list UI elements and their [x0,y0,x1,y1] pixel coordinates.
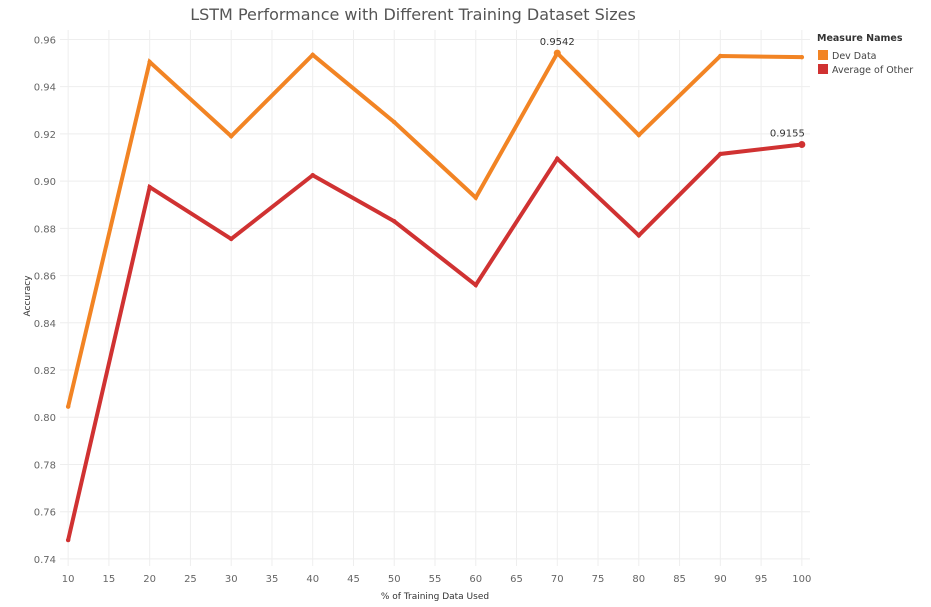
y-tick-label: 0.90 [34,177,56,188]
x-tick-label: 100 [792,574,811,585]
gridlines [60,30,810,566]
data-point [799,54,805,60]
series-lines [65,49,805,543]
y-tick-label: 0.94 [34,83,56,94]
x-tick-label: 55 [429,574,442,585]
y-tick-label: 0.80 [34,413,56,424]
y-tick-label: 0.74 [34,555,56,566]
x-tick-label: 80 [632,574,645,585]
legend: Measure Names Dev Data Average of Other [817,33,913,76]
legend-entry: Dev Data [832,51,877,62]
legend-swatch [818,50,828,60]
x-tick-label: 30 [225,574,238,585]
series-line-0 [66,49,804,409]
data-point [473,195,478,200]
data-label: 0.9155 [770,129,805,140]
y-tick-label: 0.96 [34,35,56,46]
x-tick-label: 40 [306,574,319,585]
x-tick-label: 10 [62,574,75,585]
x-tick-label: 60 [469,574,482,585]
y-tick-label: 0.76 [34,508,56,519]
data-point [636,132,642,138]
data-point [473,282,478,288]
x-tick-label: 45 [347,574,360,585]
data-point [147,184,152,190]
x-tick-label: 75 [592,574,605,585]
chart-title: LSTM Performance with Different Training… [190,5,636,24]
y-tick-label: 0.78 [34,460,56,471]
data-point [718,53,723,59]
legend-swatch [818,64,828,74]
data-point [392,119,397,125]
x-tick-label: 15 [103,574,116,585]
series-line-1 [66,142,804,543]
annotated-point [798,141,806,149]
data-point [310,173,315,178]
data-labels: 0.9542 0.9155 [540,37,806,149]
x-tick-label: 50 [388,574,401,585]
y-axis-ticks: 0.74 0.76 0.78 0.80 0.82 0.84 0.86 0.88 0.90 0.92… [34,35,56,565]
data-point [636,233,642,238]
data-label: 0.9542 [540,37,575,48]
x-tick-label: 95 [755,574,768,585]
x-tick-label: 70 [551,574,564,585]
legend-title: Measure Names [817,33,903,44]
data-point [65,537,71,543]
x-tick-label: 65 [510,574,523,585]
x-tick-label: 25 [184,574,197,585]
x-tick-label: 85 [673,574,686,585]
y-axis-label: Accuracy [23,275,33,317]
data-point [147,59,152,65]
y-tick-label: 0.88 [34,224,56,235]
x-tick-label: 20 [143,574,156,585]
y-tick-label: 0.92 [34,130,56,141]
legend-entry: Average of Other [832,65,913,76]
data-point [718,151,723,157]
x-tick-label: 90 [714,574,727,585]
x-axis-label: % of Training Data Used [381,592,489,602]
data-point [228,236,234,242]
data-point [65,404,71,409]
annotated-point [553,49,561,57]
data-point [310,52,315,57]
y-tick-label: 0.84 [34,319,56,330]
y-tick-label: 0.82 [34,366,56,377]
x-tick-label: 35 [266,574,279,585]
y-tick-label: 0.86 [34,272,56,283]
data-point [392,219,397,224]
x-axis-ticks: 10 15 20 25 30 35 40 45 50 55 60 65 70 75 80 85 90 95 100 [62,574,812,585]
data-point [555,156,560,161]
data-point [228,134,234,139]
